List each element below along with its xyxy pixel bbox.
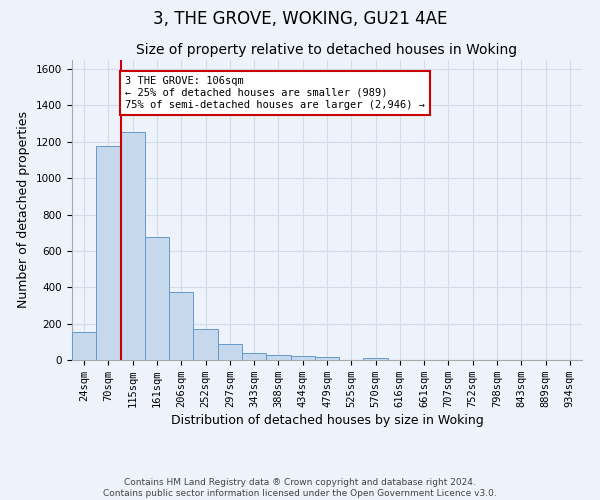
X-axis label: Distribution of detached houses by size in Woking: Distribution of detached houses by size … <box>170 414 484 427</box>
Bar <box>218 344 242 360</box>
Bar <box>193 329 218 360</box>
Y-axis label: Number of detached properties: Number of detached properties <box>17 112 31 308</box>
Bar <box>72 332 96 360</box>
Bar <box>145 238 169 360</box>
Title: Size of property relative to detached houses in Woking: Size of property relative to detached ho… <box>136 44 518 58</box>
Text: Contains HM Land Registry data ® Crown copyright and database right 2024.
Contai: Contains HM Land Registry data ® Crown c… <box>103 478 497 498</box>
Text: 3, THE GROVE, WOKING, GU21 4AE: 3, THE GROVE, WOKING, GU21 4AE <box>153 10 447 28</box>
Bar <box>169 292 193 360</box>
Bar <box>315 358 339 360</box>
Bar <box>364 358 388 360</box>
Text: 3 THE GROVE: 106sqm
← 25% of detached houses are smaller (989)
75% of semi-detac: 3 THE GROVE: 106sqm ← 25% of detached ho… <box>125 76 425 110</box>
Bar <box>290 356 315 360</box>
Bar <box>266 355 290 360</box>
Bar <box>242 353 266 360</box>
Bar <box>121 132 145 360</box>
Bar <box>96 146 121 360</box>
